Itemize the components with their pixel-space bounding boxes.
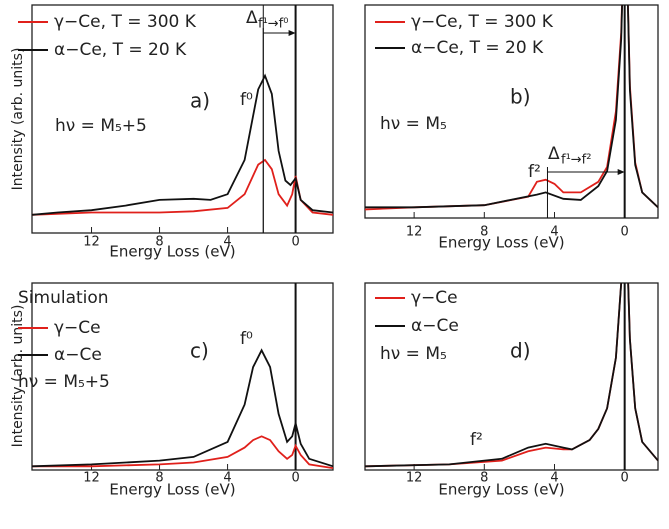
annotation: hν = M₅+5 bbox=[55, 116, 147, 136]
x-axis-label: Energy Loss (eV) bbox=[438, 234, 564, 252]
x-tick-label: 0 bbox=[291, 235, 299, 250]
x-tick-label: 12 bbox=[406, 225, 423, 240]
x-tick-label: 12 bbox=[83, 471, 100, 486]
legend-label: γ−Ce, T = 300 K bbox=[411, 12, 554, 32]
panel: 12 8 4 0 Energy Loss (eV) γ−Ce, T = 300 K α−Ce… bbox=[364, 4, 659, 252]
annotation: f² bbox=[470, 430, 483, 450]
arrow-head bbox=[617, 169, 625, 175]
legend-label: α−Ce, T = 20 K bbox=[54, 40, 187, 60]
series-line bbox=[32, 435, 333, 469]
plot-area bbox=[365, 5, 658, 218]
x-tick-label: 8 bbox=[480, 225, 488, 240]
x-tick-label: 0 bbox=[621, 471, 629, 486]
legend-label: α−Ce, T = 20 K bbox=[411, 38, 544, 58]
plot-frame bbox=[364, 282, 659, 471]
plot-frame bbox=[31, 4, 334, 234]
annotation: Δ bbox=[548, 144, 560, 164]
legend-label: α−Ce bbox=[54, 345, 102, 365]
annotation: Δ bbox=[246, 8, 258, 28]
x-tick-label: 8 bbox=[155, 471, 163, 486]
x-axis-label: Energy Loss (eV) bbox=[109, 243, 235, 261]
series-line bbox=[32, 348, 333, 468]
panel-label: a) bbox=[190, 89, 210, 113]
annotation: f¹→f² bbox=[561, 153, 591, 168]
panel-label: b) bbox=[510, 85, 531, 109]
annotation: f² bbox=[528, 162, 541, 182]
panel: 12 8 4 0 Energy Loss (eV) Intensity (arb. uni… bbox=[10, 4, 334, 261]
y-axis-label: Intensity (arb. units) bbox=[10, 48, 26, 191]
x-axis-label: Energy Loss (eV) bbox=[109, 481, 235, 499]
annotation: hν = M₅+5 bbox=[18, 372, 110, 392]
legend-label: γ−Ce bbox=[411, 288, 458, 308]
y-axis-label: Intensity (arb. units) bbox=[10, 305, 26, 448]
annotation: hν = M₅ bbox=[380, 114, 447, 134]
arrow-head bbox=[288, 30, 296, 36]
annotation: f⁰ bbox=[240, 90, 253, 110]
annotation: f¹→f⁰ bbox=[258, 17, 288, 32]
x-tick-label: 12 bbox=[83, 235, 100, 250]
plot-area bbox=[32, 283, 333, 470]
series-line bbox=[365, 283, 658, 468]
series-line bbox=[32, 158, 333, 216]
annotation: f⁰ bbox=[240, 329, 253, 349]
series-line bbox=[365, 5, 658, 209]
legend-label: γ−Ce, T = 300 K bbox=[54, 12, 197, 32]
panel-label: c) bbox=[190, 339, 209, 363]
x-tick-label: 4 bbox=[223, 235, 231, 250]
x-tick-label: 0 bbox=[621, 225, 629, 240]
x-tick-label: 12 bbox=[406, 471, 423, 486]
panel: 12 8 4 0 Energy Loss (eV) γ−Ce α−Ce d) hν = M₅ f² bbox=[364, 282, 659, 499]
panel: 12 8 4 0 Energy Loss (eV) Intensity (arb. uni… bbox=[10, 282, 334, 499]
series-line bbox=[32, 73, 333, 216]
plot-frame bbox=[364, 4, 659, 219]
legend-label: γ−Ce bbox=[54, 318, 101, 338]
annotation: hν = M₅ bbox=[380, 344, 447, 364]
plot-area bbox=[365, 283, 658, 470]
x-tick-label: 8 bbox=[155, 235, 163, 250]
x-tick-label: 4 bbox=[223, 471, 231, 486]
panel-label: d) bbox=[510, 339, 531, 363]
x-tick-label: 0 bbox=[291, 471, 299, 486]
plot-frame bbox=[31, 282, 334, 471]
x-tick-label: 4 bbox=[550, 471, 558, 486]
annotation: Simulation bbox=[18, 288, 109, 308]
x-tick-label: 8 bbox=[480, 471, 488, 486]
x-tick-label: 4 bbox=[550, 225, 558, 240]
legend-label: α−Ce bbox=[411, 316, 459, 336]
x-axis-label: Energy Loss (eV) bbox=[438, 481, 564, 499]
